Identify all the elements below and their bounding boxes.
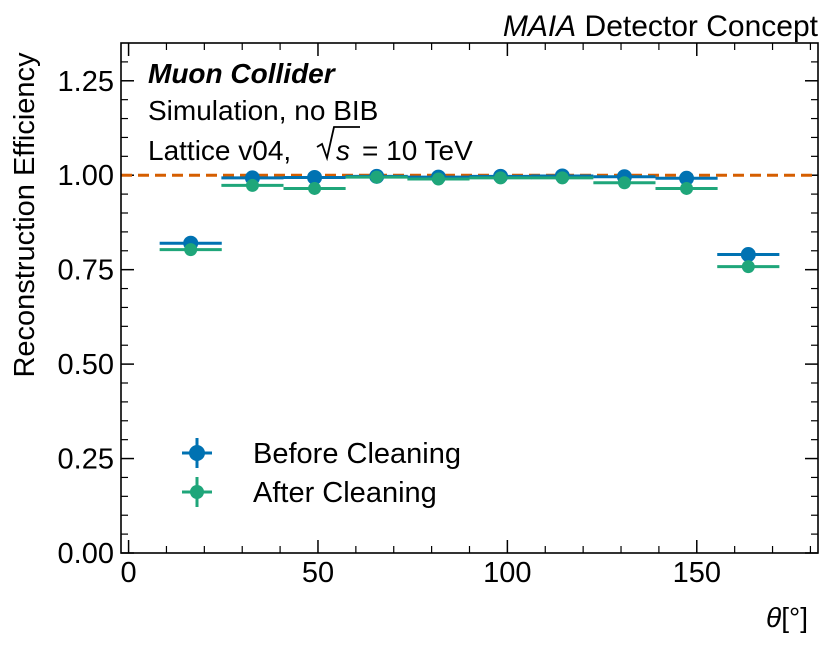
data-point [245, 178, 259, 192]
sqrt-radical-icon [316, 126, 360, 162]
legend-item: Before Cleaning [182, 438, 461, 470]
title-rest: Detector Concept [576, 10, 818, 43]
legend-marker-dot [190, 485, 204, 499]
annotation-muon-collider: Muon Collider [148, 58, 337, 89]
x-tick-label: 0 [121, 557, 137, 589]
y-tick-label: 1.25 [58, 66, 114, 98]
axis-ticks: 0 50 100 150 0.00 0.25 0.50 0.75 1.00 1.25 [58, 43, 818, 589]
data-point [184, 243, 198, 257]
data-point [741, 260, 755, 274]
x-tick-label: 150 [673, 557, 721, 589]
chart-title: MAIA Detector Concept [503, 10, 819, 43]
title-italic: MAIA [503, 10, 576, 43]
legend-label: After Cleaning [253, 477, 437, 509]
legend-item: After Cleaning [182, 477, 437, 509]
legend-marker-dot [189, 445, 205, 461]
y-axis-label: Reconstruction Efficiency [9, 52, 41, 378]
annotation-sqrt-symbol: s [336, 135, 350, 166]
data-point [555, 171, 569, 185]
annotation-lattice-prefix: Lattice v04, [148, 135, 291, 166]
data-point [308, 181, 322, 195]
y-tick-label: 0.25 [58, 444, 114, 476]
data-point [431, 172, 445, 186]
y-tick-label: 0.00 [58, 538, 114, 570]
x-axis-label: θ[°] [766, 602, 808, 633]
annotation-energy: = 10 TeV [362, 135, 473, 166]
data-point [679, 170, 695, 186]
x-axis-symbol: θ [766, 602, 781, 633]
data-layer [159, 168, 780, 274]
series-after-cleaning [159, 170, 780, 274]
x-axis-unit: [°] [781, 602, 808, 633]
plot-frame [120, 42, 819, 554]
data-point [617, 176, 631, 190]
x-tick-label: 100 [483, 557, 531, 589]
y-tick-label: 1.00 [58, 160, 114, 192]
data-point [307, 169, 323, 185]
data-point [740, 247, 756, 263]
data-point [370, 170, 384, 184]
annotation-lattice: Lattice v04, s = 10 TeV [148, 126, 473, 166]
data-point [680, 181, 694, 195]
x-tick-label: 50 [302, 557, 334, 589]
y-tick-label: 0.75 [58, 255, 114, 287]
legend-label: Before Cleaning [253, 438, 461, 470]
data-point [494, 171, 508, 185]
y-tick-label: 0.50 [58, 349, 114, 381]
legend: Before Cleaning After Cleaning [182, 438, 461, 509]
annotation-simulation: Simulation, no BIB [148, 95, 378, 126]
